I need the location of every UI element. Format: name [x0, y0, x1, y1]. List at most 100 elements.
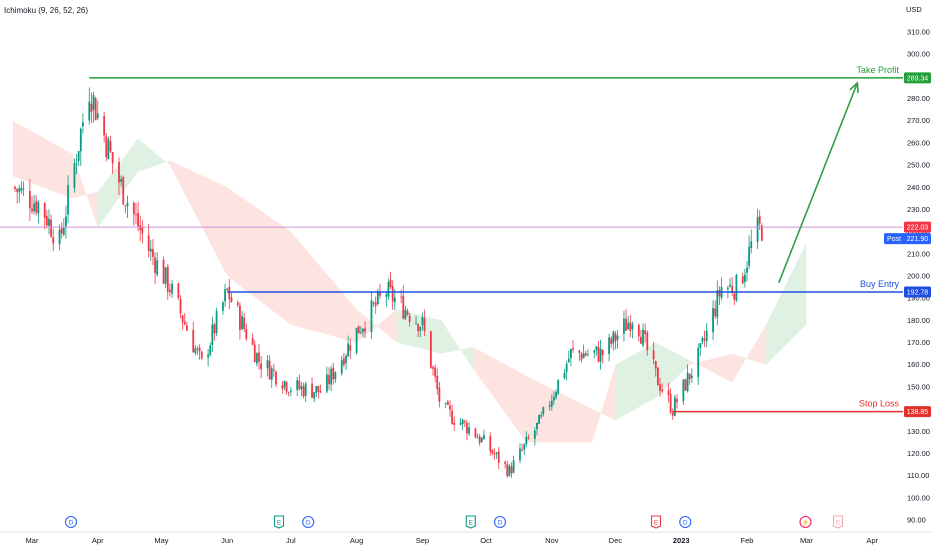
price-tick-label: 150.00 — [907, 382, 930, 391]
candle-body — [746, 267, 748, 273]
candle-body — [417, 324, 420, 332]
candle-body — [236, 302, 239, 306]
event-marker-glyph: E — [836, 519, 841, 526]
candle-body — [690, 375, 693, 379]
candle-body — [275, 371, 277, 385]
candle-body — [334, 372, 337, 380]
candle-body — [45, 215, 48, 226]
candle-body — [536, 422, 538, 430]
price-axis[interactable]: USD 90.00100.00110.00120.00130.00140.001… — [884, 0, 932, 532]
candle-body — [521, 449, 524, 451]
projection-arrow-head — [849, 81, 859, 94]
earnings-event-marker[interactable] — [650, 515, 662, 529]
candle-body — [177, 283, 180, 299]
candle-body — [432, 367, 434, 369]
candle-body — [258, 352, 260, 362]
candle-body — [287, 392, 290, 394]
candle-body — [37, 202, 40, 214]
candle-body — [419, 326, 422, 332]
dividend-event-marker[interactable] — [493, 515, 507, 529]
event-marker-glyph: D — [683, 519, 688, 526]
candle-body — [402, 295, 405, 319]
candle-body — [92, 95, 95, 110]
time-tick-label: Dec — [609, 536, 623, 545]
price-tick-label: 300.00 — [907, 50, 930, 59]
candle-body — [58, 229, 61, 245]
candle-body — [79, 128, 82, 152]
earnings-event-marker[interactable] — [273, 515, 285, 529]
time-axis[interactable]: Mar Apr May Jun Jul Aug Sep Oct Nov Dec 2023 Feb Mar… — [0, 531, 932, 545]
candle-body — [415, 322, 417, 324]
candle-body — [230, 297, 233, 302]
event-marker-glyph: ⚡ — [801, 518, 809, 526]
indicator-legend[interactable]: Ichimoku (9, 26, 52, 26) — [4, 6, 88, 15]
candle-body — [289, 390, 292, 392]
candle-body — [731, 285, 734, 293]
candle-body — [682, 379, 685, 402]
candle-body — [103, 116, 106, 136]
candle-body — [362, 328, 364, 333]
candle-body — [185, 325, 188, 331]
candle-body — [300, 386, 303, 390]
candle-body — [385, 294, 388, 297]
post-market-price: 221.90 — [907, 236, 929, 243]
dividend-event-marker[interactable] — [679, 515, 692, 529]
candle-body — [90, 103, 93, 113]
candle-body — [570, 349, 572, 359]
candle-body — [164, 267, 167, 284]
candle-body — [612, 331, 615, 344]
candle-body — [542, 407, 545, 415]
candle-body — [637, 325, 640, 337]
candle-body — [281, 385, 284, 389]
dividend-event-marker[interactable] — [64, 515, 78, 529]
earnings-event-marker[interactable] — [832, 515, 844, 529]
candle-body — [584, 353, 587, 356]
candle-body — [118, 161, 120, 183]
candle-body — [207, 354, 209, 358]
take-profit-badge — [904, 72, 931, 84]
candle-body — [298, 380, 301, 389]
candle-body — [211, 324, 214, 345]
price-tick-label: 310.00 — [907, 28, 930, 37]
split-event-marker[interactable] — [799, 515, 812, 529]
candle-body — [659, 384, 661, 391]
cloud-segment — [227, 187, 291, 325]
candle-body — [328, 374, 330, 385]
post-market-label: Post — [887, 236, 901, 243]
candle-body — [359, 332, 362, 334]
event-marker-glyph: E — [277, 519, 282, 526]
event-marker-glyph: E — [469, 519, 474, 526]
candle-body — [540, 414, 543, 417]
candle-body — [699, 343, 702, 349]
candle-body — [646, 332, 649, 351]
buy-entry-badge — [904, 286, 931, 298]
candle-body — [28, 191, 31, 209]
current-price-badge — [904, 221, 931, 233]
candle-body — [215, 311, 218, 333]
candle-body — [50, 220, 52, 237]
candle-body — [88, 101, 91, 121]
candle-body — [147, 235, 150, 252]
candle-body — [449, 405, 451, 410]
candle-body — [194, 348, 197, 354]
dividend-event-marker[interactable] — [302, 515, 315, 529]
candle-body — [357, 325, 360, 334]
candle-body — [756, 217, 759, 243]
candle-body — [376, 291, 379, 305]
price-tick-label: 90.00 — [907, 516, 926, 525]
candle-body — [727, 287, 729, 290]
candle-body — [595, 346, 598, 351]
price-tick-label: 180.00 — [907, 316, 930, 325]
candle-body — [137, 212, 139, 227]
candle-body — [459, 422, 462, 425]
projection-arrow-shaft[interactable] — [778, 82, 859, 283]
candle-body — [109, 141, 112, 152]
candle-body — [122, 176, 125, 205]
earnings-event-marker[interactable] — [465, 515, 476, 529]
candle-body — [512, 460, 515, 473]
candle-body — [48, 218, 50, 226]
candle-body — [245, 328, 248, 339]
candle-body — [152, 249, 154, 257]
candle-body — [77, 150, 80, 162]
